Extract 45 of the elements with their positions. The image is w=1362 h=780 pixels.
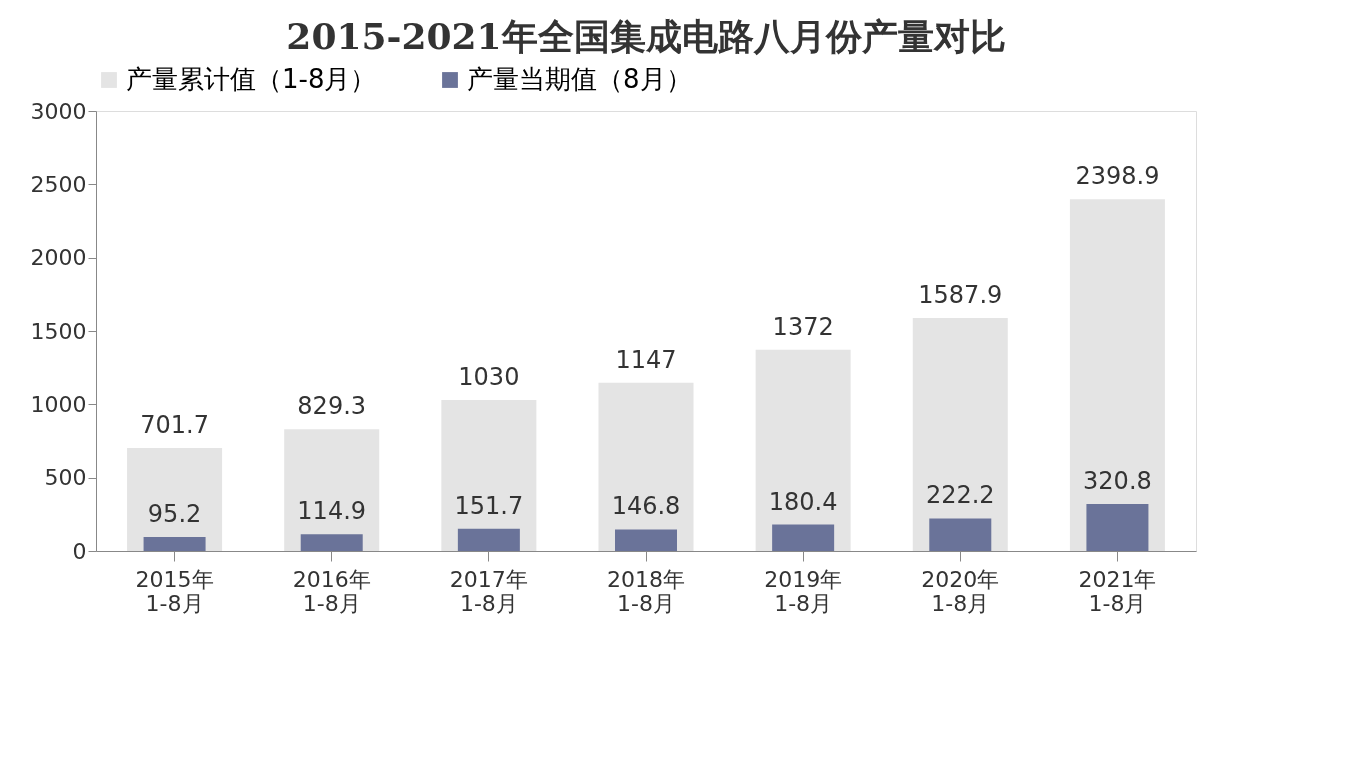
bar (755, 349, 851, 551)
x-tick-label: 2021年 1-8月 (1078, 566, 1157, 616)
y-tick-label: 1000 (30, 391, 87, 417)
x-tick-label: 2018年 1-8月 (607, 566, 685, 616)
x-tick-label: 2020年 1-8月 (921, 566, 1000, 616)
data-label: 1587.9 (918, 281, 1003, 310)
bar (598, 382, 694, 551)
data-label: 320.8 (1083, 466, 1152, 495)
bar (912, 318, 1008, 551)
bar (772, 524, 835, 551)
y-tick-label: 3000 (30, 98, 87, 124)
data-label: 151.7 (454, 491, 524, 520)
x-tick-label: 2019年 1-8月 (764, 566, 843, 616)
data-label: 1372 (772, 312, 834, 341)
data-label: 95.2 (147, 500, 202, 529)
y-tick-label: 500 (44, 465, 87, 491)
data-label: 114.9 (297, 497, 367, 526)
x-tick-label: 2017年 1-8月 (449, 566, 528, 616)
bar (441, 399, 537, 551)
x-tick-label: 2015年 1-8月 (135, 566, 214, 616)
data-label: 2398.9 (1075, 162, 1160, 191)
y-tick-label: 0 (72, 538, 87, 564)
bar (1086, 503, 1149, 551)
data-label: 1147 (615, 345, 677, 374)
data-label: 222.2 (925, 481, 995, 510)
data-label: 146.8 (611, 492, 681, 521)
data-label: 1030 (458, 362, 520, 391)
y-tick-label: 1500 (30, 318, 87, 344)
chart-title: 2015-2021年全国集成电路八月份产量对比 (286, 15, 1006, 57)
bar (457, 528, 520, 551)
legend-label: 产量累计值（1-8月） (126, 64, 377, 94)
bar (284, 429, 380, 551)
legend-label: 产量当期值（8月） (467, 64, 692, 94)
data-label: 701.7 (140, 411, 209, 440)
x-tick-label: 2016年 1-8月 (292, 566, 371, 616)
bar (143, 537, 206, 551)
bar (1069, 199, 1165, 551)
data-label: 180.4 (768, 487, 838, 516)
y-tick-label: 2500 (30, 171, 87, 197)
data-label: 829.3 (297, 392, 367, 421)
bar (127, 448, 223, 551)
y-tick-label: 2000 (30, 245, 87, 271)
bar (300, 534, 363, 551)
bar (929, 518, 992, 551)
bar (615, 529, 677, 551)
